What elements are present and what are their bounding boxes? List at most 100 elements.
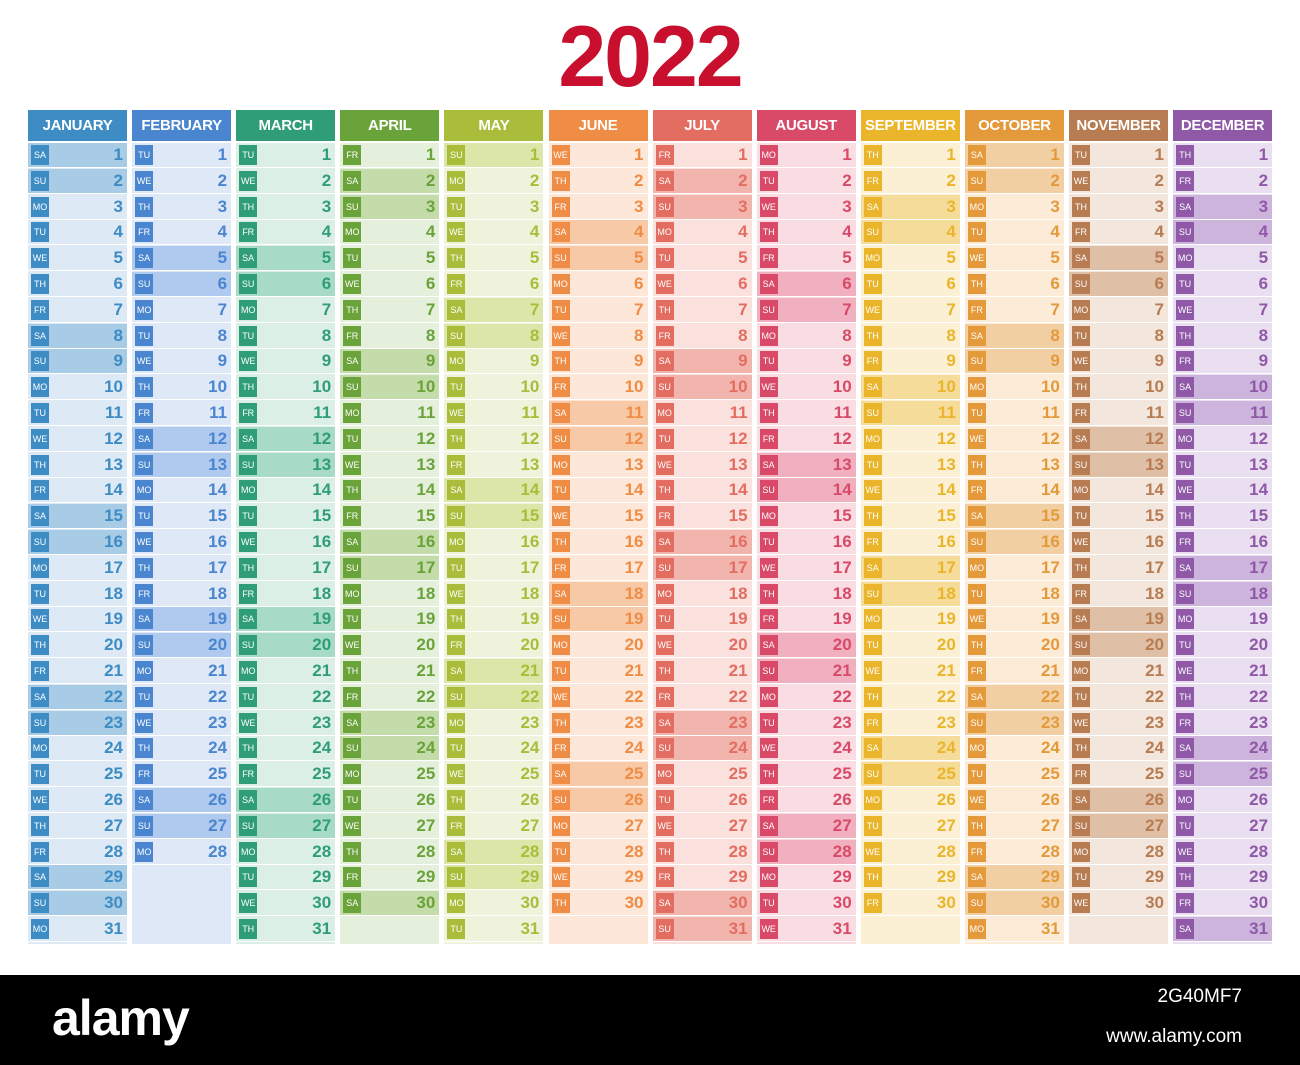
weekday-label: SU — [551, 609, 570, 630]
weekday-label: MO — [967, 377, 986, 398]
weekday-label: MO — [239, 661, 258, 681]
weekday-label: SU — [759, 480, 778, 501]
weekday-label: SA — [447, 480, 466, 501]
day-number: 27 — [832, 815, 852, 835]
weekday-label: MO — [655, 403, 674, 423]
day-number: 15 — [936, 506, 956, 526]
day-number: 3 — [1154, 196, 1164, 216]
month-column-december: DECEMBER TH 1 FR 2 SA 3 SU 4 MO 5 TU 6 WE 7 TH 8 FR 9 SA 10 S… — [1173, 110, 1273, 944]
weekday-label: TU — [135, 686, 154, 707]
weekday-label: SU — [863, 222, 882, 243]
weekday-label: WE — [239, 170, 258, 191]
weekday-label: TH — [31, 635, 49, 656]
day-number: 20 — [832, 635, 852, 655]
weekday-label: TH — [447, 790, 466, 810]
weekday-label: FR — [967, 661, 986, 681]
day-number: 2 — [842, 170, 852, 190]
day-number: 23 — [1040, 712, 1060, 732]
day-number: 10 — [624, 377, 644, 397]
weekday-label: MO — [1072, 480, 1090, 501]
day-number: 14 — [832, 480, 852, 500]
day-number: 16 — [520, 532, 540, 551]
day-number: 25 — [312, 764, 332, 784]
day-number: 26 — [1145, 790, 1164, 809]
day-number: 23 — [624, 712, 644, 732]
day-number: 20 — [728, 635, 748, 655]
day-number: 17 — [208, 557, 228, 577]
weekday-label: WE — [31, 790, 49, 810]
day-number: 9 — [217, 351, 228, 371]
day-number: 13 — [832, 454, 852, 474]
day-number: 11 — [625, 403, 644, 422]
day-number: 7 — [1050, 299, 1060, 319]
weekday-label: SU — [967, 712, 986, 733]
weekday-label: TU — [239, 506, 258, 527]
weekday-label: FR — [967, 841, 986, 862]
weekday-label: WE — [31, 248, 49, 269]
day-number: 14 — [416, 480, 436, 500]
day-number: 11 — [313, 403, 332, 422]
day-number: 16 — [208, 532, 228, 551]
weekday-label: SU — [1176, 583, 1195, 604]
weekday-label: SU — [1176, 222, 1195, 243]
day-number: 25 — [416, 764, 436, 784]
weekday-label: WE — [759, 557, 778, 578]
weekday-label: TH — [967, 274, 986, 294]
weekday-label: SU — [1072, 274, 1090, 294]
day-number: 9 — [946, 351, 956, 371]
day-number: 17 — [936, 557, 956, 577]
day-number: 30 — [1249, 893, 1269, 913]
weekday-label: FR — [863, 351, 882, 372]
weekday-label: SA — [31, 145, 49, 165]
weekday-label: TU — [1072, 506, 1090, 527]
weekday-label: WE — [447, 764, 466, 785]
day-number: 13 — [936, 454, 956, 474]
day-number: 19 — [208, 609, 228, 629]
weekday-label: TU — [447, 557, 466, 578]
day-number: 7 — [425, 299, 436, 319]
month-header: MARCH — [236, 110, 336, 141]
day-number: 19 — [312, 609, 332, 629]
day-number: 14 — [1249, 480, 1269, 500]
weekday-label: TH — [239, 919, 258, 939]
weekday-label: FR — [343, 145, 362, 165]
day-number: 1 — [738, 145, 748, 164]
day-number: 24 — [1145, 738, 1164, 758]
weekday-label: SA — [1176, 738, 1195, 759]
day-number: 14 — [208, 480, 228, 500]
day-number: 22 — [520, 686, 540, 706]
weekday-label: MO — [759, 506, 778, 527]
weekday-label: FR — [655, 325, 674, 346]
day-number: 10 — [936, 377, 956, 397]
year-title: 2022 — [558, 9, 743, 105]
weekday-label: FR — [551, 377, 570, 398]
day-number: 16 — [312, 532, 332, 551]
month-column-august: AUGUST MO 1 TU 2 WE 3 TH 4 FR 5 SA 6 SU 7 MO 8 TU 9 WE 10 TH 1… — [756, 110, 856, 944]
weekday-label: SU — [967, 351, 986, 372]
weekday-label: SU — [967, 532, 986, 552]
day-number: 4 — [842, 222, 852, 242]
day-number: 28 — [520, 841, 540, 861]
day-number: 21 — [312, 661, 332, 680]
day-number: 28 — [208, 841, 228, 861]
day-number: 1 — [217, 145, 228, 164]
day-number: 11 — [1041, 403, 1060, 422]
weekday-label: FR — [31, 841, 49, 862]
weekday-label: SA — [239, 248, 258, 269]
month-header: JUNE — [548, 110, 648, 141]
day-number: 5 — [217, 248, 228, 268]
day-number: 18 — [936, 583, 956, 603]
day-number: 6 — [529, 274, 540, 293]
day-number: 9 — [738, 351, 748, 371]
weekday-label: FR — [759, 609, 778, 630]
day-number: 21 — [832, 661, 852, 680]
weekday-label: FR — [967, 480, 986, 501]
day-number: 12 — [1040, 428, 1060, 448]
weekday-label: SA — [343, 893, 362, 914]
day-number: 10 — [728, 377, 748, 397]
weekday-label: FR — [1176, 532, 1195, 552]
weekday-label: FR — [759, 248, 778, 269]
weekday-label: FR — [967, 299, 986, 320]
day-number: 6 — [113, 274, 123, 293]
day-number: 13 — [1145, 454, 1164, 474]
